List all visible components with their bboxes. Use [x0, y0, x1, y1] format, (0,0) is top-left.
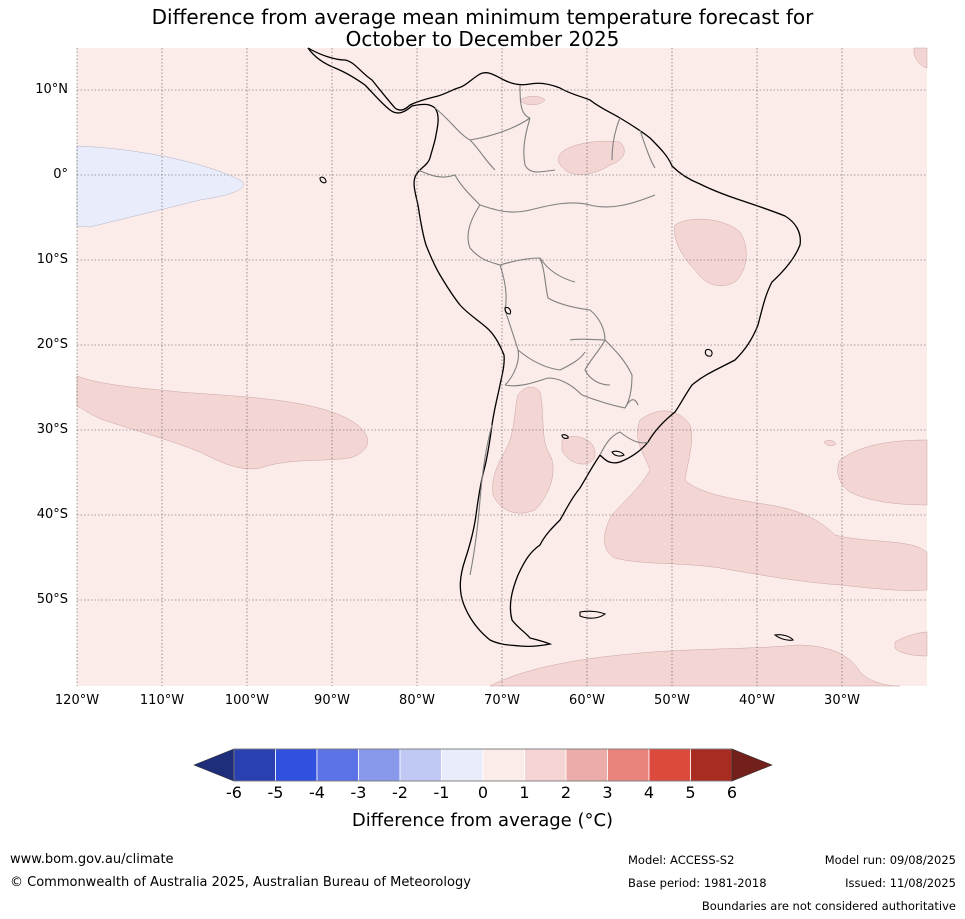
colorbar-segment: [275, 748, 318, 782]
footer-model: Model: ACCESS-S2: [628, 853, 735, 867]
warm-region-argentina-west: [492, 386, 554, 514]
forecast-map: [76, 47, 928, 687]
warm-region-pacific-south: [76, 375, 368, 470]
warm-region-east-south: [894, 631, 928, 657]
colorbar-extend-low: [193, 748, 235, 782]
footer-model-run: Model run: 09/08/2025: [824, 853, 956, 867]
colorbar-segment: [233, 748, 276, 782]
footer-boundaries-note: Boundaries are not considered authoritat…: [701, 899, 956, 913]
colorbar-segment: [441, 748, 484, 782]
lon-label-120w: 120°W: [54, 693, 100, 708]
colorbar: [193, 748, 773, 782]
graticule: [76, 48, 927, 686]
colorbar-segment: [316, 748, 359, 782]
country-borders: [417, 84, 656, 576]
lat-label-30s: 30°S: [36, 422, 68, 437]
colorbar-segment: [524, 748, 567, 782]
colorbar-tick: -3: [350, 783, 367, 802]
colorbar-extend-high: [731, 748, 773, 782]
warm-region-south-atlantic: [604, 410, 928, 591]
colorbar-tick: -4: [309, 783, 325, 802]
lat-label-20s: 20°S: [36, 337, 68, 352]
colorbar-segments: [193, 748, 773, 782]
colorbar-tick: 3: [602, 783, 613, 802]
colorbar-segment: [358, 748, 401, 782]
lat-label-50s: 50°S: [36, 592, 68, 607]
colorbar-tick: 4: [643, 783, 655, 802]
colorbar-tick: -2: [392, 783, 408, 802]
colorbar-tick: 6: [726, 783, 738, 802]
warm-region-southern-ocean: [489, 644, 901, 687]
warm-region-guiana: [558, 141, 625, 175]
lon-label-40w: 40°W: [739, 693, 775, 708]
colorbar-segment: [648, 748, 691, 782]
warm-region-far-east-equator: [913, 47, 928, 69]
colorbar-outline: [233, 748, 733, 782]
lat-label-40s: 40°S: [36, 507, 68, 522]
colorbar-tick: -6: [226, 783, 242, 802]
footer-copyright: © Commonwealth of Australia 2025, Austra…: [10, 875, 471, 890]
lat-label-0: 0°: [53, 167, 68, 182]
lon-label-50w: 50°W: [654, 693, 690, 708]
lon-label-70w: 70°W: [484, 693, 520, 708]
footer-base-period: Base period: 1981-2018: [628, 876, 767, 890]
lon-label-90w: 90°W: [314, 693, 350, 708]
anomaly-cool-region: [76, 145, 244, 228]
warm-region-small-atlantic: [823, 440, 837, 446]
warm-region-far-east-atlantic: [837, 439, 928, 506]
lat-label-10s: 10°S: [36, 252, 68, 267]
colorbar-tick: 2: [560, 783, 572, 802]
colorbar-segment: [690, 748, 733, 782]
lon-label-110w: 110°W: [139, 693, 185, 708]
lon-label-80w: 80°W: [399, 693, 435, 708]
footer-issued: Issued: 11/08/2025: [845, 876, 956, 890]
lon-label-30w: 30°W: [824, 693, 860, 708]
colorbar-segment: [399, 748, 442, 782]
warm-region-amazon-north: [519, 96, 546, 106]
map-title-line2: October to December 2025: [345, 27, 620, 51]
colorbar-tick: 5: [685, 783, 696, 802]
footer-url: www.bom.gov.au/climate: [10, 852, 174, 867]
warm-region-ne-brazil: [674, 218, 747, 286]
colorbar-segment: [565, 748, 608, 782]
map-title-line1: Difference from average mean minimum tem…: [151, 5, 814, 29]
colorbar-tick: 1: [519, 783, 530, 802]
warm-region-argentina-east: [561, 436, 596, 465]
lat-label-10n: 10°N: [35, 82, 68, 97]
colorbar-segment: [607, 748, 650, 782]
colorbar-label: Difference from average (°C): [351, 810, 614, 831]
colorbar-tick: -1: [433, 783, 450, 802]
colorbar-segment: [482, 748, 525, 782]
lon-label-100w: 100°W: [224, 693, 270, 708]
south-america-coastline: [307, 47, 801, 648]
islands-and-lakes: [319, 176, 794, 641]
anomaly-warm-regions: [76, 47, 928, 687]
colorbar-tick: -5: [267, 783, 284, 802]
colorbar-tick: 0: [477, 783, 489, 802]
lon-label-60w: 60°W: [569, 693, 605, 708]
